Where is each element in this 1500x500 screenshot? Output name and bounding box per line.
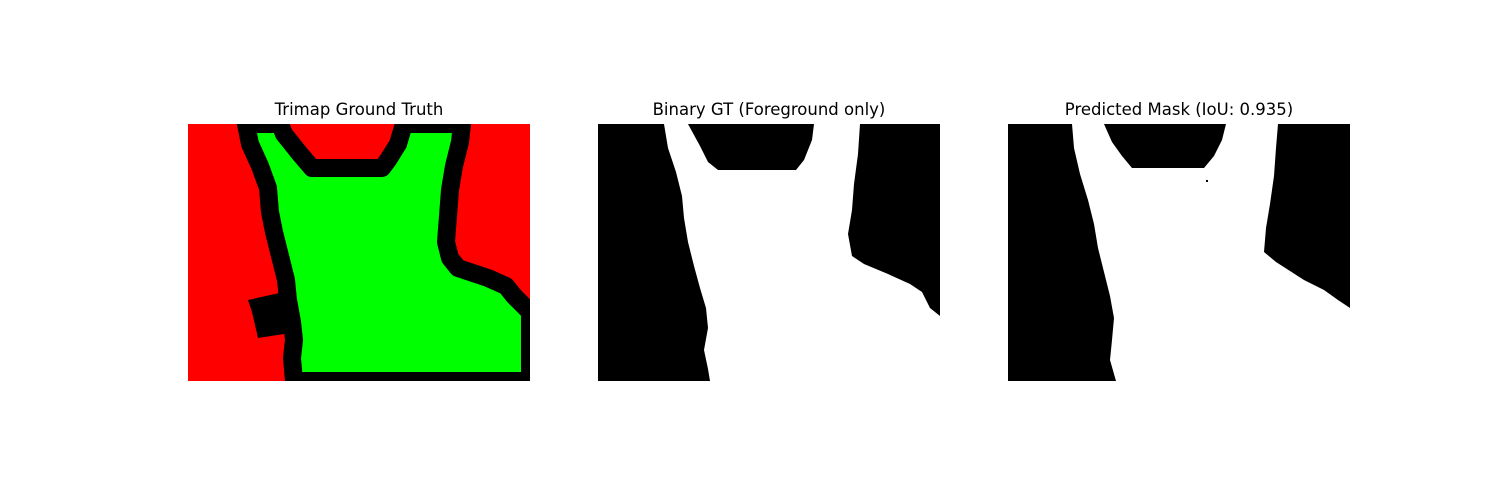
trimap-paw-patch: [248, 292, 296, 338]
trimap-foreground-region: [237, 124, 530, 381]
predicted-mask-image: [1008, 124, 1350, 381]
trimap-image: [188, 124, 530, 381]
trimap-title: Trimap Ground Truth: [274, 100, 444, 119]
binary-gt-image: [598, 124, 940, 381]
predicted-mask-foreground-region: [1072, 124, 1350, 381]
binary-gt-foreground-region: [664, 124, 940, 381]
predicted-mask-speck: [1206, 180, 1208, 182]
binary-gt-title: Binary GT (Foreground only): [652, 100, 886, 119]
predicted-mask-title: Predicted Mask (IoU: 0.935): [1064, 100, 1294, 119]
